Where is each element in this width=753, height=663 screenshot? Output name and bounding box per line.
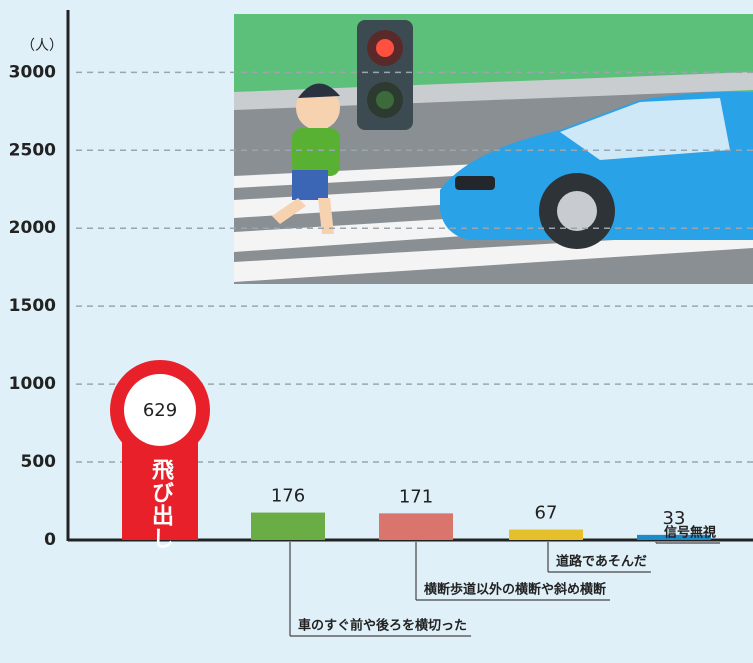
- bar: [379, 513, 453, 540]
- y-tick-label: 1000: [9, 374, 56, 394]
- y-tick-label: 3000: [9, 62, 56, 82]
- category-label: 飛び出し: [148, 458, 174, 550]
- value-label: 171: [399, 486, 433, 507]
- illustration: [234, 14, 753, 284]
- category-label: 横断歩道以外の横断や斜め横断: [424, 582, 606, 598]
- bar: [509, 530, 583, 540]
- chart: （人） 0 500 1000 1500 2000 2500 3000 629 飛び出し 176 車のす…: [0, 0, 753, 663]
- unit-label: （人）: [21, 38, 63, 54]
- value-label: 67: [535, 503, 558, 524]
- y-tick-label: 1500: [9, 296, 56, 316]
- y-tick-label: 2000: [9, 218, 56, 238]
- bar: [251, 513, 325, 540]
- y-tick-label: 2500: [9, 140, 56, 160]
- value-label: 176: [271, 486, 305, 507]
- category-label: 道路であそんだ: [556, 554, 647, 570]
- y-tick-label: 0: [44, 530, 56, 550]
- category-label: 車のすぐ前や後ろを横切った: [298, 618, 467, 634]
- y-tick-label: 500: [21, 452, 57, 472]
- category-label: 信号無視: [664, 525, 716, 541]
- value-label: 629: [143, 400, 177, 421]
